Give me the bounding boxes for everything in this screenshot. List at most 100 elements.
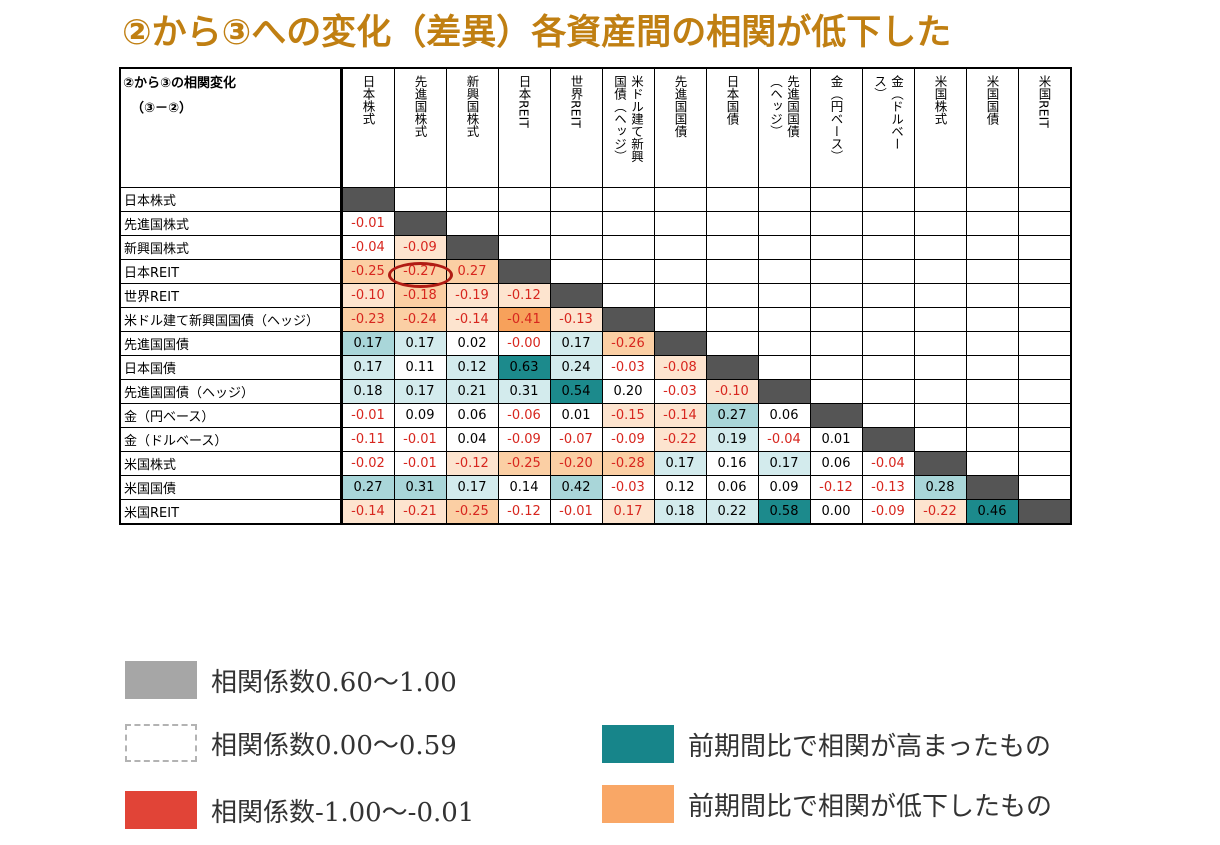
- legend-orange: 前期間比で相関が低下したもの: [602, 785, 1052, 823]
- matrix-empty-cell: [653, 283, 707, 308]
- row-header-label: 米国国債: [119, 475, 343, 500]
- matrix-empty-cell: [809, 259, 863, 284]
- row-header-label: 金（ドルベース）: [119, 427, 343, 452]
- matrix-cell: 0.01: [549, 403, 603, 428]
- matrix-cell: 0.06: [445, 403, 499, 428]
- matrix-cell: 0.19: [705, 427, 759, 452]
- matrix-cell: -0.20: [549, 451, 603, 476]
- matrix-cell: 0.04: [445, 427, 499, 452]
- matrix-empty-cell: [809, 307, 863, 332]
- matrix-empty-cell: [913, 259, 967, 284]
- matrix-diagonal-cell: [705, 355, 759, 380]
- matrix-empty-cell: [1017, 187, 1071, 212]
- column-header-label: 先進国国債 （ヘッジ）: [768, 75, 800, 138]
- matrix-cell: -0.19: [445, 283, 499, 308]
- column-header: 金（円ベース）: [809, 67, 863, 188]
- matrix-cell: 0.17: [653, 451, 707, 476]
- matrix-cell: 0.17: [757, 451, 811, 476]
- matrix-empty-cell: [705, 211, 759, 236]
- matrix-cell: -0.13: [861, 475, 915, 500]
- matrix-diagonal-cell: [549, 283, 603, 308]
- column-header: 日本株式: [340, 67, 395, 188]
- matrix-empty-cell: [965, 307, 1019, 332]
- matrix-row: 先進国国債 0.17 0.17 0.02 -0.00 0.17 -0.26: [119, 331, 1071, 356]
- page-title: ②から③への変化（差異）各資産間の相関が低下した: [122, 13, 952, 53]
- matrix-cell: -0.04: [757, 427, 811, 452]
- matrix-cell: -0.11: [340, 427, 395, 452]
- matrix-cell: -0.25: [497, 451, 551, 476]
- column-header: 金（ドルベー ス）: [861, 67, 915, 188]
- matrix-cell: 0.09: [393, 403, 447, 428]
- matrix-empty-cell: [913, 307, 967, 332]
- matrix-empty-cell: [913, 187, 967, 212]
- legend-white: 相関係数0.00～0.59: [125, 724, 457, 762]
- matrix-empty-cell: [861, 331, 915, 356]
- row-header-label: 米国REIT: [119, 499, 343, 524]
- matrix-cell: 0.18: [340, 379, 395, 404]
- matrix-row: 米国国債 0.27 0.31 0.17 0.14 0.42 -0.03 0.12 0.06 0.0…: [119, 475, 1071, 500]
- matrix-empty-cell: [445, 211, 499, 236]
- matrix-empty-cell: [965, 211, 1019, 236]
- matrix-cell: -0.04: [861, 451, 915, 476]
- matrix-row: 新興国株式 -0.04 -0.09: [119, 235, 1071, 260]
- matrix-diagonal-cell: [601, 307, 655, 332]
- matrix-empty-cell: [757, 259, 811, 284]
- matrix-cell: 0.09: [757, 475, 811, 500]
- matrix-cell: 0.17: [549, 331, 603, 356]
- column-header-label: 日本株式: [360, 75, 376, 125]
- matrix-cell: -0.09: [861, 499, 915, 524]
- matrix-cell: 0.46: [965, 499, 1019, 524]
- matrix-empty-cell: [705, 187, 759, 212]
- matrix-cell: -0.14: [445, 307, 499, 332]
- matrix-empty-cell: [965, 427, 1019, 452]
- matrix-empty-cell: [705, 307, 759, 332]
- matrix-cell: -0.23: [340, 307, 395, 332]
- column-header: 先進国株式: [393, 67, 447, 188]
- column-header: 日本REIT: [497, 67, 551, 188]
- column-header-label: 新興国株式: [464, 75, 480, 138]
- row-header-label: 米ドル建て新興国国債（ヘッジ）: [119, 307, 343, 332]
- matrix-empty-cell: [705, 331, 759, 356]
- matrix-cell: -0.18: [393, 283, 447, 308]
- matrix-cell: -0.10: [340, 283, 395, 308]
- row-header-label: 先進国株式: [119, 211, 343, 236]
- column-header: 世界REIT: [549, 67, 603, 188]
- matrix-cell: -0.00: [497, 331, 551, 356]
- matrix-empty-cell: [653, 307, 707, 332]
- matrix-diagonal-cell: [653, 331, 707, 356]
- matrix-empty-cell: [809, 355, 863, 380]
- matrix-empty-cell: [809, 187, 863, 212]
- matrix-empty-cell: [1017, 259, 1071, 284]
- matrix-row: 日本国債 0.17 0.11 0.12 0.63 0.24 -0.03 -0.08: [119, 355, 1071, 380]
- legend-red: 相関係数-1.00～-0.01: [125, 791, 474, 829]
- row-header-label: 新興国株式: [119, 235, 343, 260]
- matrix-cell: 0.17: [340, 331, 395, 356]
- matrix-cell: -0.14: [340, 499, 395, 524]
- matrix-empty-cell: [757, 211, 811, 236]
- matrix-cell: 0.24: [549, 355, 603, 380]
- row-header-label: 世界REIT: [119, 283, 343, 308]
- matrix-empty-cell: [1017, 451, 1071, 476]
- matrix-empty-cell: [1017, 331, 1071, 356]
- matrix-empty-cell: [549, 259, 603, 284]
- matrix-empty-cell: [809, 235, 863, 260]
- column-header: 米国国債: [965, 67, 1019, 188]
- matrix-empty-cell: [601, 259, 655, 284]
- matrix-cell: -0.09: [393, 235, 447, 260]
- matrix-empty-cell: [1017, 475, 1071, 500]
- matrix-cell: -0.26: [601, 331, 655, 356]
- matrix-cell: -0.12: [809, 475, 863, 500]
- column-header-label: 米国株式: [932, 75, 948, 125]
- matrix-empty-cell: [497, 187, 551, 212]
- matrix-cell: 0.16: [705, 451, 759, 476]
- matrix-row: 米国REIT -0.14 -0.21 -0.25 -0.12 -0.01 0.17 0.18 0…: [119, 499, 1071, 524]
- matrix-empty-cell: [757, 307, 811, 332]
- matrix-empty-cell: [861, 307, 915, 332]
- matrix-empty-cell: [1017, 211, 1071, 236]
- matrix-empty-cell: [965, 355, 1019, 380]
- column-header-label: 日本国債: [724, 75, 740, 125]
- matrix-empty-cell: [913, 211, 967, 236]
- matrix-empty-cell: [965, 283, 1019, 308]
- matrix-cell: 0.17: [393, 379, 447, 404]
- matrix-empty-cell: [809, 379, 863, 404]
